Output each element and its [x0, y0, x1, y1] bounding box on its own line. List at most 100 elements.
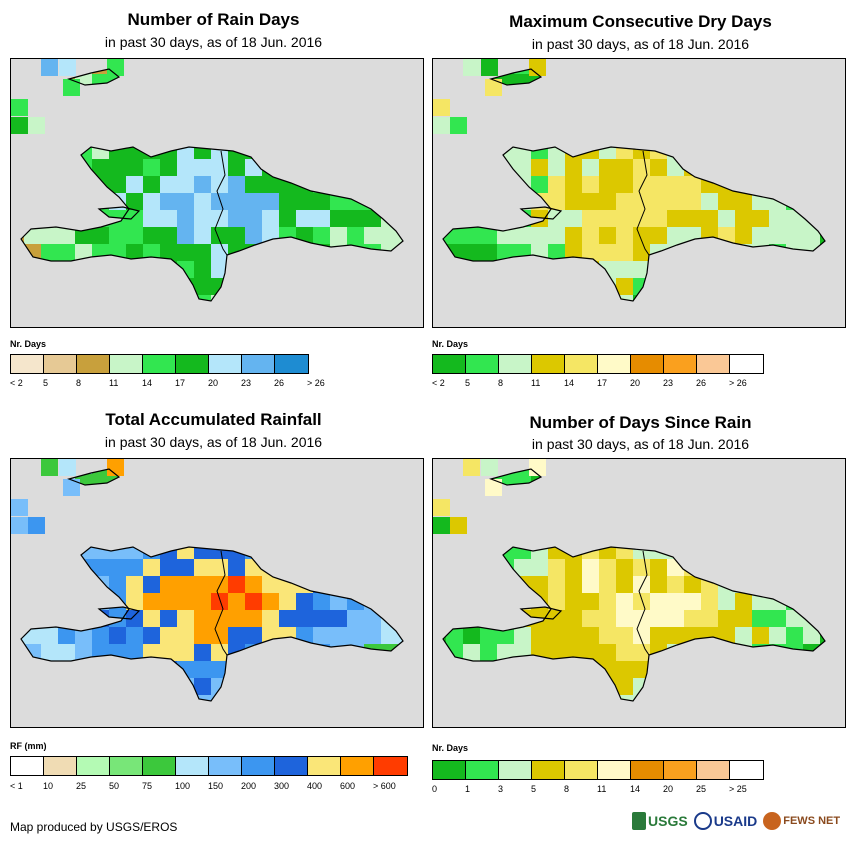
legend-swatch: [374, 757, 407, 775]
legend-tick-label: > 25: [729, 784, 747, 794]
legend-swatch: [110, 355, 143, 373]
legend-swatch: [565, 355, 598, 373]
map-grid-cells: [443, 469, 825, 701]
legend-swatch: [433, 761, 466, 779]
panel-total-rainfall: Total Accumulated Rainfall in past 30 da…: [0, 400, 427, 810]
legend-title: Nr. Days: [10, 339, 47, 349]
map-canvas: [11, 59, 404, 302]
legend-tick-label: < 2: [10, 378, 23, 388]
legend-tick-label: 75: [142, 781, 153, 791]
legend-swatch: [209, 355, 242, 373]
legend-swatch: [697, 355, 730, 373]
legend-swatch: [565, 761, 598, 779]
legend-tick-label: 23: [241, 378, 252, 388]
legend-swatch: [433, 355, 466, 373]
legend-swatch: [631, 355, 664, 373]
legend-tick-label: > 600: [373, 781, 396, 791]
legend-swatch: [697, 761, 730, 779]
legend-tick-label: 10: [43, 781, 54, 791]
legend-swatch: [598, 761, 631, 779]
legend-tick-label: < 2: [432, 378, 445, 388]
national-border: [214, 150, 228, 256]
rainfall-map: [10, 458, 424, 728]
usgs-icon: [632, 812, 646, 830]
legend-tick-label: 25: [76, 781, 87, 791]
fews-net-logo: FEWS NET: [763, 812, 840, 830]
legend-swatches: [432, 354, 764, 374]
coastline: [20, 546, 404, 702]
days-since-rain-map: [432, 458, 846, 728]
legend-swatch: [11, 355, 44, 373]
footer-credit: Map produced by USGS/EROS: [10, 820, 178, 834]
panel-title: Number of Rain Days: [127, 10, 300, 29]
legend-tick-label: 8: [76, 378, 82, 388]
legend-swatch: [242, 355, 275, 373]
map-canvas: [433, 459, 826, 702]
national-border: [636, 550, 650, 656]
legend-tick-label: 50: [109, 781, 120, 791]
legend-tick-label: > 26: [307, 378, 325, 388]
legend-swatches: [432, 760, 764, 780]
panel-days-since-rain: Number of Days Since Rain in past 30 day…: [427, 400, 854, 810]
legend-tick-label: 5: [531, 784, 537, 794]
legend-swatch: [499, 355, 532, 373]
map-grid-cells: [21, 469, 403, 701]
legend-swatch: [341, 757, 374, 775]
legend-tick-label: 26: [696, 378, 707, 388]
legend-tick-label: 11: [109, 378, 119, 388]
legend-tick-label: 14: [142, 378, 153, 388]
legend-swatch: [730, 355, 763, 373]
logos: USGS USAID FEWS NET: [632, 808, 840, 834]
offshore-cells: [11, 459, 124, 534]
legend-tick-label: 11: [531, 378, 541, 388]
legend-tick-label: 26: [274, 378, 285, 388]
legend-tick-label: 17: [597, 378, 608, 388]
panel-rain-days: Number of Rain Days in past 30 days, as …: [0, 0, 427, 410]
usaid-seal-icon: [693, 812, 712, 830]
legend-swatch: [176, 757, 209, 775]
legend-tick-label: 5: [43, 378, 49, 388]
legend-tick-label: 8: [498, 378, 504, 388]
legend-title: RF (mm): [10, 741, 47, 751]
legend-tick-label: 1: [465, 784, 471, 794]
legend-tick-label: 14: [630, 784, 641, 794]
legend-tick-label: 25: [696, 784, 707, 794]
legend-swatch: [275, 355, 308, 373]
panel-subtitle: in past 30 days, as of 18 Jun. 2016: [531, 36, 750, 52]
dry-days-map: [432, 58, 846, 328]
legend-swatch: [664, 355, 697, 373]
legend-tick-label: 14: [564, 378, 575, 388]
legend-tick-label: < 1: [10, 781, 23, 791]
legend-tick-label: 600: [340, 781, 356, 791]
panel-max-dry-days: Maximum Consecutive Dry Days in past 30 …: [427, 0, 854, 410]
legend-swatch: [532, 355, 565, 373]
legend-swatch: [242, 757, 275, 775]
usaid-logo: USAID: [693, 812, 757, 830]
map-grid-cells: [21, 69, 403, 301]
legend-tick-label: 8: [564, 784, 570, 794]
legend-tick-label: 20: [208, 378, 219, 388]
offshore-cells: [11, 59, 124, 134]
coastline: [519, 606, 563, 620]
rain-days-map: [10, 58, 424, 328]
legend-swatch: [631, 761, 664, 779]
coastline: [519, 206, 563, 220]
panel-subtitle: in past 30 days, as of 18 Jun. 2016: [531, 436, 750, 452]
legend-swatch: [730, 761, 763, 779]
coastline: [442, 546, 826, 702]
coastline: [442, 146, 826, 302]
legend-tick-label: 200: [241, 781, 257, 791]
legend-tick-label: 20: [663, 784, 674, 794]
legend-swatch: [77, 355, 110, 373]
legend-tick-label: 23: [663, 378, 674, 388]
map-canvas: [433, 59, 826, 302]
legend-tick-label: 17: [175, 378, 186, 388]
legend-swatch: [209, 757, 242, 775]
legend-tick-label: > 26: [729, 378, 747, 388]
legend-swatch: [664, 761, 697, 779]
legend-tick-label: 3: [498, 784, 504, 794]
legend-swatch: [176, 355, 209, 373]
panel-subtitle: in past 30 days, as of 18 Jun. 2016: [104, 434, 323, 450]
panel-title: Total Accumulated Rainfall: [105, 410, 322, 429]
offshore-cells: [433, 459, 546, 534]
